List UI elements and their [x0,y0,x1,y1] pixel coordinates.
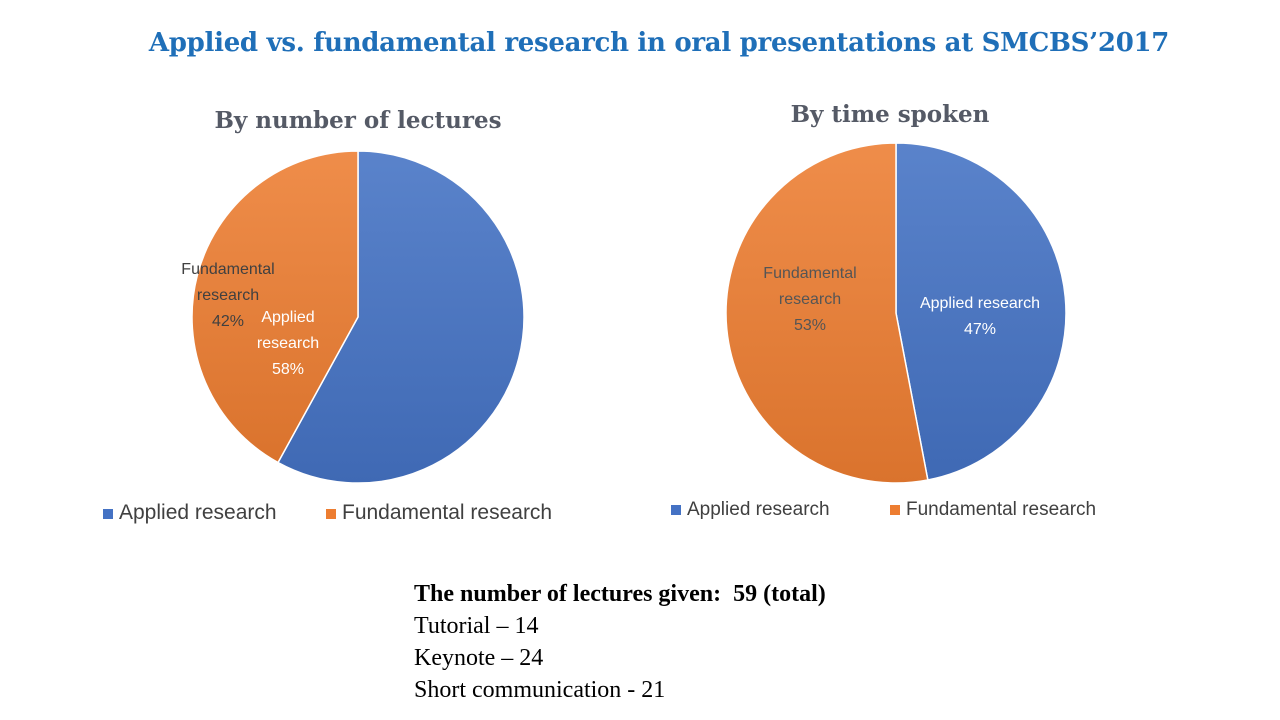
info-heading: The number of lectures given: 59 (total) [414,581,826,607]
legend-label-fundamental-research: Fundamental research [906,499,1096,520]
legend-swatch-fundamental-research [890,505,900,515]
pie-chart-time: By time spoken Applied research 47% Fundame… [671,101,1096,520]
legend-swatch-applied-research [103,509,113,519]
legend-swatch-fundamental-research [326,509,336,519]
info-line-short-communication: Short communication - 21 [414,677,666,703]
pie-slice-fundamental-research [725,142,929,484]
chart-title-lectures: By number of lectures [214,107,501,134]
legend-label-fundamental-research: Fundamental research [342,501,552,524]
slice-label-fundamental-research: Fundamental research 53% [763,265,856,334]
pie-slice-applied-research [277,150,525,484]
slice-label-applied-research: Applied research 58% [257,309,319,378]
slice-label-applied-research: Applied research 47% [920,295,1040,338]
lecture-count-info: The number of lectures given: 59 (total)… [414,578,934,706]
info-line-tutorial: Tutorial – 14 [414,613,539,639]
pie-slice-applied-research [895,142,1067,481]
legend-label-applied-research: Applied research [687,499,830,520]
chart-title-time: By time spoken [791,101,990,128]
legend-label-applied-research: Applied research [119,501,277,524]
info-line-keynote: Keynote – 24 [414,645,544,671]
legend-swatch-applied-research [671,505,681,515]
slice-label-fundamental-research: Fundamental research 42% [181,261,274,330]
slide-title: Applied vs. fundamental research in oral… [148,28,1170,58]
pie-slice-fundamental-research [191,150,359,464]
